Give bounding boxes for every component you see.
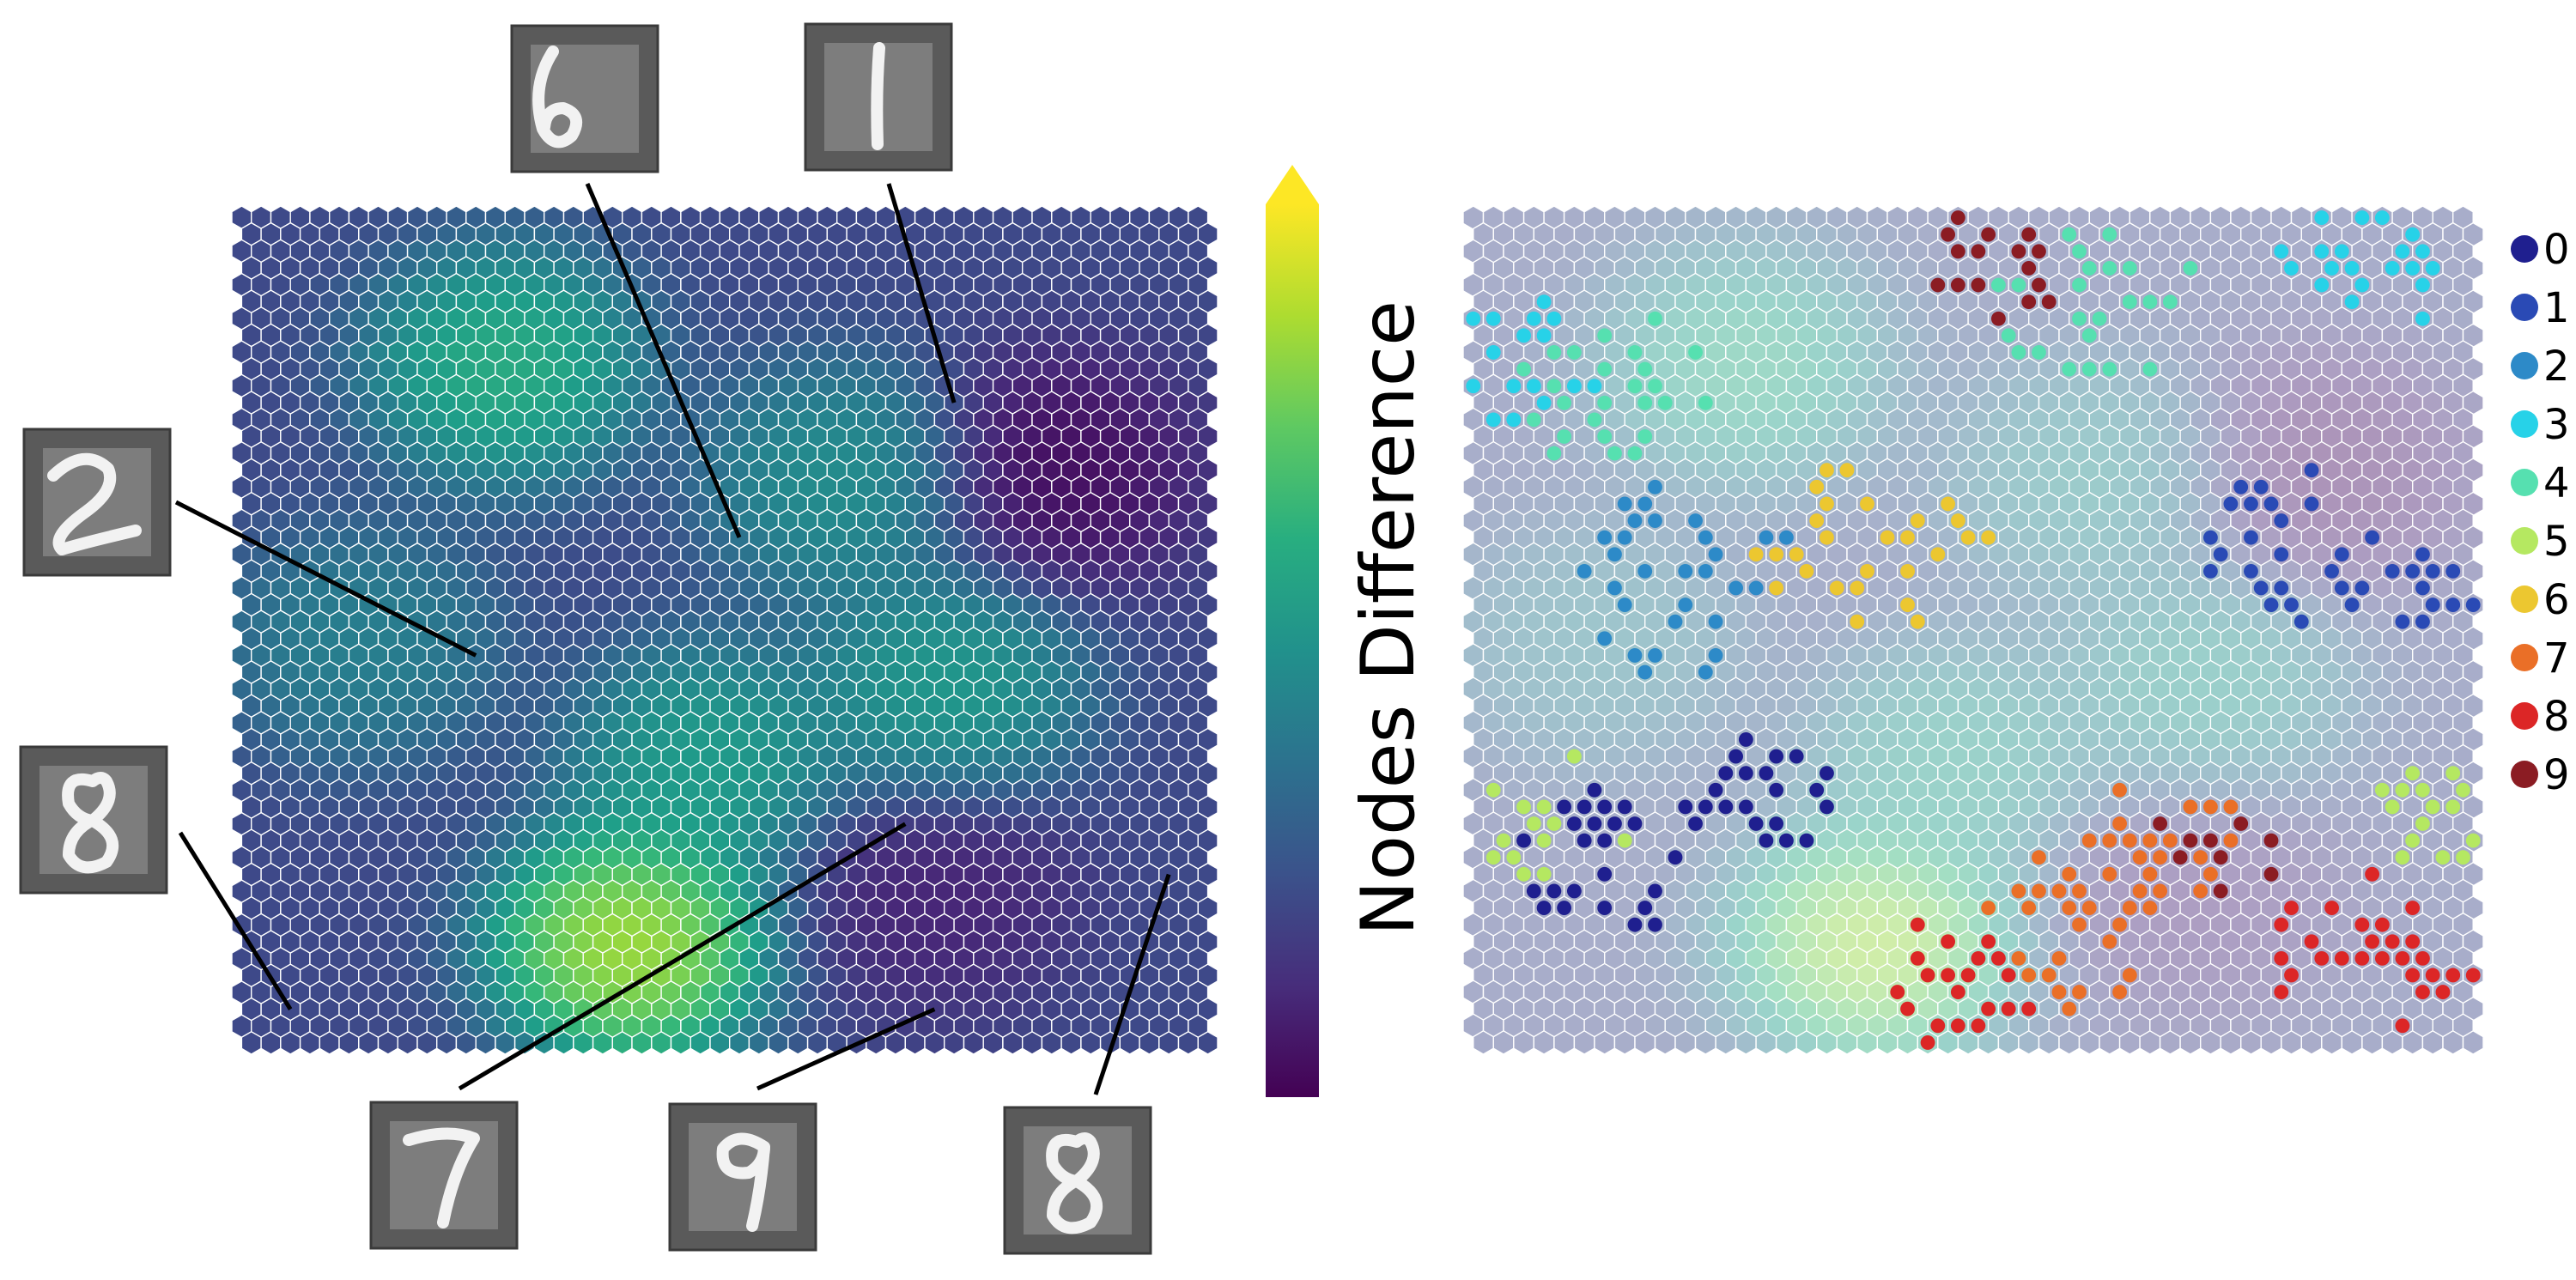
som-node — [592, 1030, 613, 1055]
som-node — [358, 1030, 380, 1055]
som-node — [1937, 1029, 1959, 1055]
som-node — [2118, 1029, 2141, 1055]
som-node — [884, 1030, 906, 1055]
som-node — [729, 1030, 750, 1055]
som-node — [651, 1030, 672, 1055]
som-node — [1594, 1029, 1616, 1055]
som-node — [1957, 1029, 1979, 1055]
som-node — [904, 1030, 926, 1055]
som-node — [1634, 1029, 1656, 1055]
som-node — [2200, 1029, 2221, 1055]
som-node — [963, 1030, 984, 1055]
som-node — [1197, 1030, 1218, 1055]
som-node — [2281, 1029, 2302, 1055]
som-node — [1735, 1029, 1757, 1055]
som-node — [2179, 1029, 2202, 1055]
som-node — [2260, 1029, 2282, 1055]
som-node — [982, 1030, 1004, 1055]
som-node — [1553, 1029, 1576, 1055]
som-node — [1041, 1030, 1062, 1055]
som-node — [416, 1030, 438, 1055]
som-node — [2139, 1029, 2161, 1055]
som-node — [377, 1030, 398, 1055]
som-node — [1492, 1029, 1515, 1055]
som-node — [1775, 1029, 1797, 1055]
som-node — [260, 1030, 282, 1055]
som-node — [436, 1030, 458, 1055]
som-node — [1139, 1030, 1160, 1055]
som-node — [944, 1030, 965, 1055]
som-node — [2078, 1029, 2100, 1055]
som-node — [748, 1030, 769, 1055]
som-node — [2038, 1029, 2060, 1055]
som-node — [1513, 1029, 1534, 1055]
som-node — [1997, 1029, 2020, 1055]
som-node — [240, 1030, 262, 1055]
som-node — [1177, 1030, 1199, 1055]
som-node — [397, 1030, 418, 1055]
som-node — [1654, 1029, 1676, 1055]
som-node — [1715, 1029, 1737, 1055]
som-node — [280, 1030, 301, 1055]
som-node — [1022, 1030, 1043, 1055]
som-node — [2402, 1029, 2424, 1055]
som-node — [1856, 1029, 1878, 1055]
som-node — [631, 1030, 653, 1055]
som-node — [611, 1030, 633, 1055]
som-node — [2099, 1029, 2121, 1055]
som-node — [2321, 1029, 2342, 1055]
som-node — [1897, 1029, 1918, 1055]
u-matrix-panel — [231, 205, 1218, 1055]
som-node — [1573, 1029, 1595, 1055]
som-node — [924, 1030, 945, 1055]
som-node — [1473, 1029, 1494, 1055]
som-node — [2220, 1029, 2242, 1055]
som-node — [1674, 1029, 1697, 1055]
som-node — [319, 1030, 340, 1055]
som-node — [787, 1030, 809, 1055]
som-node — [806, 1030, 828, 1055]
som-node — [1755, 1029, 1777, 1055]
som-node — [475, 1030, 496, 1055]
som-node — [1002, 1030, 1024, 1055]
som-node — [1795, 1029, 1818, 1055]
som-node — [1836, 1029, 1858, 1055]
som-node — [1158, 1030, 1180, 1055]
som-node — [709, 1030, 731, 1055]
som-node — [553, 1030, 574, 1055]
som-node — [1816, 1029, 1838, 1055]
som-node — [455, 1030, 477, 1055]
som-node — [2058, 1029, 2081, 1055]
som-node — [1978, 1029, 2000, 1055]
som-node — [670, 1030, 691, 1055]
som-node — [495, 1030, 516, 1055]
som-node — [299, 1030, 320, 1055]
som-node — [1080, 1030, 1102, 1055]
som-node — [768, 1030, 789, 1055]
som-node — [2361, 1029, 2384, 1055]
som-node — [1060, 1030, 1082, 1055]
som-node — [690, 1030, 711, 1055]
som-node — [2240, 1029, 2262, 1055]
som-node — [1533, 1029, 1555, 1055]
som-node — [1613, 1029, 1636, 1055]
som-node — [1876, 1029, 1899, 1055]
som-node — [2159, 1029, 2181, 1055]
som-node — [1694, 1029, 1716, 1055]
som-node — [2341, 1029, 2363, 1055]
som-node — [573, 1030, 594, 1055]
som-node — [1119, 1030, 1140, 1055]
som-node — [2381, 1029, 2403, 1055]
som-node — [2018, 1029, 2040, 1055]
class-hits-panel — [1462, 205, 2484, 1055]
som-node — [338, 1030, 360, 1055]
som-node — [2300, 1029, 2323, 1055]
